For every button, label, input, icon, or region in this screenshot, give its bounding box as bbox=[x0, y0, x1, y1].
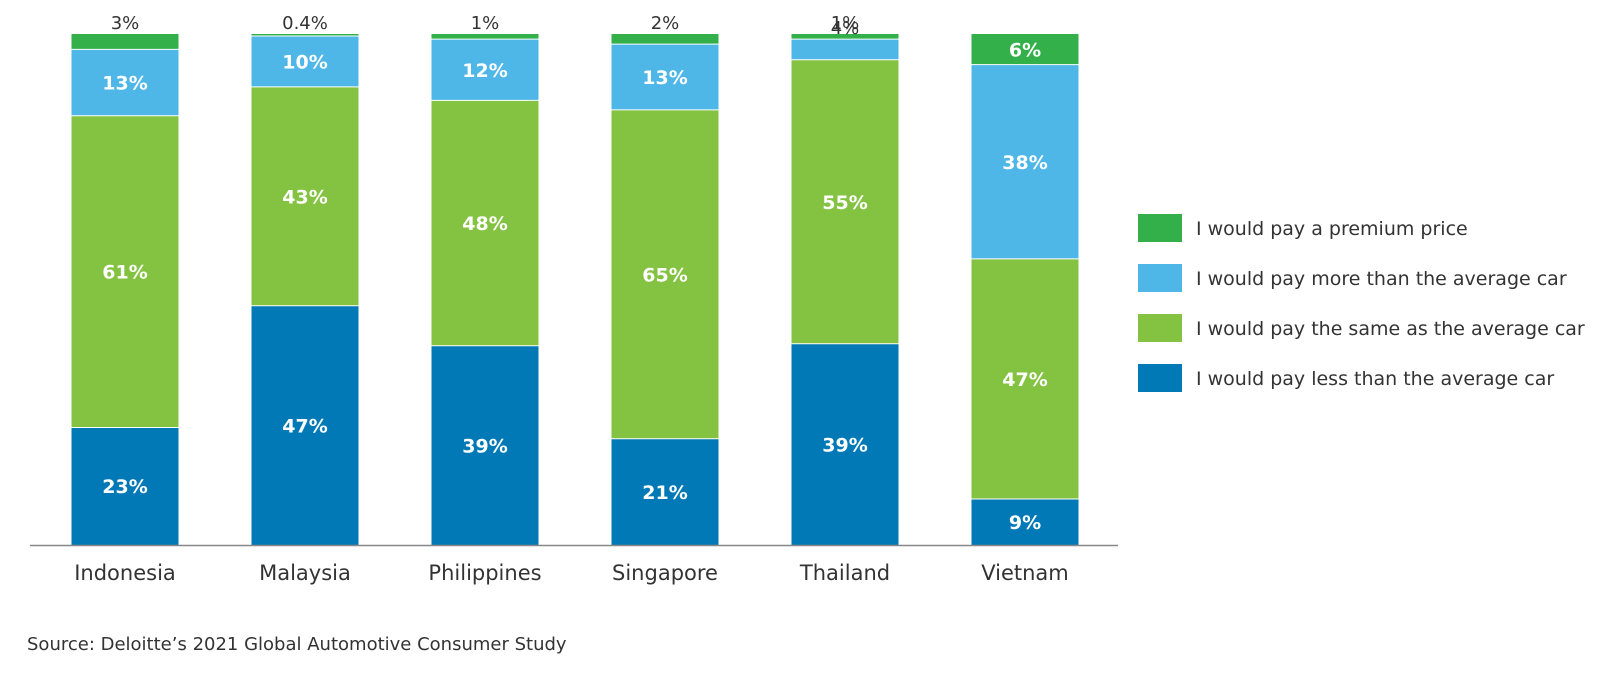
category-labels-group: Indonesia Malaysia Philippines Singapore Tha… bbox=[74, 561, 1069, 585]
legend-swatch-i-would-pay-the-same-as-the-average-car bbox=[1138, 314, 1182, 342]
data-label-vietnam-i-would-pay-less-than-the-average-car: 9% bbox=[1009, 512, 1041, 534]
bar-singapore-i-would-pay-less-than-the-average-car bbox=[611, 438, 719, 545]
data-label-vietnam-i-would-pay-a-premium-price: 6% bbox=[1009, 39, 1041, 61]
bar-indonesia-i-would-pay-more-than-the-average-car bbox=[71, 49, 179, 116]
data-label-vietnam-i-would-pay-more-than-the-average-car: 38% bbox=[1002, 152, 1047, 174]
bar-philippines-i-would-pay-more-than-the-average-car bbox=[431, 39, 539, 101]
legend-swatch-i-would-pay-a-premium-price bbox=[1138, 214, 1182, 242]
bar-philippines-i-would-pay-a-premium-price bbox=[431, 34, 539, 40]
category-label-malaysia: Malaysia bbox=[259, 561, 351, 585]
data-label-thailand-i-would-pay-less-than-the-average-car: 39% bbox=[822, 434, 867, 456]
bar-thailand-i-would-pay-a-premium-price bbox=[791, 34, 899, 40]
legend-label-i-would-pay-more-than-the-average-car: I would pay more than the average car bbox=[1196, 268, 1567, 290]
bar-vietnam-i-would-pay-more-than-the-average-car bbox=[971, 64, 1079, 259]
data-label-thailand-i-would-pay-a-premium-price: 1% bbox=[831, 13, 860, 34]
category-label-vietnam: Vietnam bbox=[981, 561, 1069, 585]
category-label-philippines: Philippines bbox=[428, 561, 541, 585]
data-label-malaysia-i-would-pay-the-same-as-the-average-car: 43% bbox=[282, 186, 327, 208]
data-label-indonesia-i-would-pay-the-same-as-the-average-car: 61% bbox=[102, 262, 147, 284]
segment-labels-group: 23% 61% 13% 3% 47% 43% 10% 0.4% 39% 48% 12% 1% 21% 65… bbox=[102, 13, 1047, 534]
data-label-indonesia-i-would-pay-more-than-the-average-car: 13% bbox=[102, 73, 147, 95]
bar-malaysia-i-would-pay-less-than-the-average-car bbox=[251, 305, 359, 545]
data-label-thailand-i-would-pay-the-same-as-the-average-car: 55% bbox=[822, 192, 867, 214]
source-note: Source: Deloitte’s 2021 Global Automotiv… bbox=[27, 634, 567, 655]
data-label-vietnam-i-would-pay-the-same-as-the-average-car: 47% bbox=[1002, 369, 1047, 391]
category-label-singapore: Singapore bbox=[612, 561, 718, 585]
data-label-philippines-i-would-pay-more-than-the-average-car: 12% bbox=[462, 60, 507, 82]
bar-thailand-i-would-pay-the-same-as-the-average-car bbox=[791, 59, 899, 344]
legend: I would pay a premium price I would pay m… bbox=[1138, 214, 1585, 392]
bar-malaysia-i-would-pay-a-premium-price bbox=[251, 34, 359, 37]
data-label-singapore-i-would-pay-the-same-as-the-average-car: 65% bbox=[642, 264, 687, 286]
bar-indonesia-i-would-pay-less-than-the-average-car bbox=[71, 427, 179, 545]
bar-philippines-i-would-pay-less-than-the-average-car bbox=[431, 345, 539, 545]
legend-label-i-would-pay-the-same-as-the-average-car: I would pay the same as the average car bbox=[1196, 318, 1585, 340]
data-label-malaysia-i-would-pay-a-premium-price: 0.4% bbox=[282, 13, 328, 34]
bar-singapore-i-would-pay-more-than-the-average-car bbox=[611, 44, 719, 110]
bar-singapore-i-would-pay-the-same-as-the-average-car bbox=[611, 109, 719, 439]
data-label-singapore-i-would-pay-more-than-the-average-car: 13% bbox=[642, 67, 687, 89]
bar-vietnam-i-would-pay-less-than-the-average-car bbox=[971, 499, 1079, 545]
bar-vietnam-i-would-pay-a-premium-price bbox=[971, 34, 1079, 65]
bar-philippines-i-would-pay-the-same-as-the-average-car bbox=[431, 100, 539, 346]
data-label-thailand-i-would-pay-more-than-the-average-car: 4% bbox=[831, 18, 860, 39]
data-label-philippines-i-would-pay-the-same-as-the-average-car: 48% bbox=[462, 213, 507, 235]
data-label-malaysia-i-would-pay-more-than-the-average-car: 10% bbox=[282, 51, 327, 73]
bar-singapore-i-would-pay-a-premium-price bbox=[611, 34, 719, 45]
legend-label-i-would-pay-a-premium-price: I would pay a premium price bbox=[1196, 218, 1468, 240]
legend-label-i-would-pay-less-than-the-average-car: I would pay less than the average car bbox=[1196, 368, 1554, 390]
bar-vietnam-i-would-pay-the-same-as-the-average-car bbox=[971, 258, 1079, 500]
data-label-philippines-i-would-pay-a-premium-price: 1% bbox=[471, 13, 500, 34]
bars-group bbox=[71, 34, 1079, 545]
data-label-singapore-i-would-pay-a-premium-price: 2% bbox=[651, 13, 680, 34]
bar-malaysia-i-would-pay-the-same-as-the-average-car bbox=[251, 86, 359, 306]
bar-indonesia-i-would-pay-a-premium-price bbox=[71, 34, 179, 50]
category-label-thailand: Thailand bbox=[799, 561, 890, 585]
data-label-singapore-i-would-pay-less-than-the-average-car: 21% bbox=[642, 482, 687, 504]
bar-malaysia-i-would-pay-more-than-the-average-car bbox=[251, 36, 359, 87]
legend-swatch-i-would-pay-more-than-the-average-car bbox=[1138, 264, 1182, 292]
bar-thailand-i-would-pay-less-than-the-average-car bbox=[791, 343, 899, 545]
data-label-philippines-i-would-pay-less-than-the-average-car: 39% bbox=[462, 435, 507, 457]
legend-swatch-i-would-pay-less-than-the-average-car bbox=[1138, 364, 1182, 392]
data-label-malaysia-i-would-pay-less-than-the-average-car: 47% bbox=[282, 415, 327, 437]
bar-thailand-i-would-pay-more-than-the-average-car bbox=[791, 39, 899, 60]
data-label-indonesia-i-would-pay-less-than-the-average-car: 23% bbox=[102, 476, 147, 498]
data-label-indonesia-i-would-pay-a-premium-price: 3% bbox=[111, 13, 140, 34]
category-label-indonesia: Indonesia bbox=[74, 561, 176, 585]
bar-indonesia-i-would-pay-the-same-as-the-average-car bbox=[71, 115, 179, 428]
